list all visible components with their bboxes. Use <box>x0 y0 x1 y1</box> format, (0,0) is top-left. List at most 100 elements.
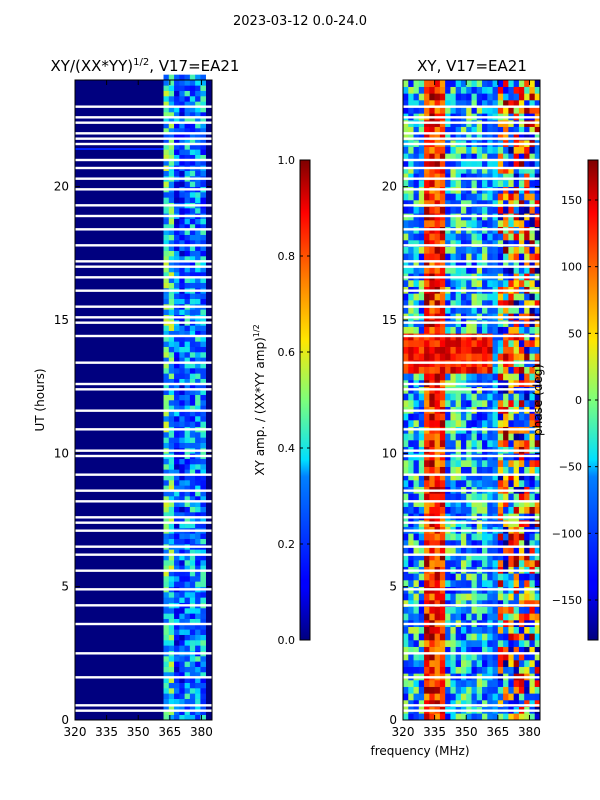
amp-cell <box>179 416 185 422</box>
phase-cell <box>503 206 509 214</box>
amp-cell <box>163 437 170 443</box>
phase-cell <box>413 433 420 441</box>
colorbar-tick-label: 0.8 <box>278 250 296 263</box>
amp-cell <box>189 106 196 113</box>
phase-cell <box>460 480 467 487</box>
phase-cell <box>439 540 446 547</box>
phase-cell <box>482 433 488 441</box>
phase-cell <box>439 506 446 514</box>
phase-cell <box>460 366 467 374</box>
amp-cell <box>168 640 175 646</box>
phase-cell <box>445 106 451 114</box>
phase-cell <box>476 666 483 674</box>
phase-cell <box>529 346 536 354</box>
phase-cell <box>439 100 446 107</box>
amp-cell <box>168 549 175 555</box>
phase-cell <box>408 126 414 134</box>
phase-cell <box>524 326 530 334</box>
phase-cell <box>418 326 425 334</box>
phase-cell <box>529 253 536 261</box>
phase-cell <box>534 246 541 254</box>
phase-cell <box>476 246 483 254</box>
amp-cell <box>163 432 170 438</box>
amp-cell <box>179 336 185 342</box>
phase-cell <box>418 306 425 314</box>
amp-cell <box>168 362 175 369</box>
phase-cell <box>476 193 483 201</box>
amp-cell <box>195 389 201 395</box>
phase-cell <box>524 153 530 161</box>
phase-cell <box>455 366 462 374</box>
amp-cell <box>168 517 175 523</box>
amp-cell <box>200 554 206 561</box>
flagged-row <box>403 553 540 556</box>
flagged-row <box>75 428 212 431</box>
amp-cell <box>189 554 196 561</box>
phase-cell <box>434 193 441 201</box>
phase-cell <box>534 80 541 87</box>
x-tick-label: 365 <box>158 725 181 739</box>
amp-cell <box>200 485 206 491</box>
amp-cell <box>174 282 180 289</box>
phase-cell <box>429 100 435 107</box>
phase-cell <box>508 500 514 507</box>
phase-cell <box>429 126 435 134</box>
phase-cell <box>403 233 409 241</box>
phase-cell <box>476 126 483 134</box>
phase-cell <box>460 253 467 261</box>
phase-cell <box>487 400 493 407</box>
phase-cell <box>439 86 446 94</box>
phase-cell <box>487 393 493 401</box>
phase-frame <box>402 79 541 721</box>
phase-cell <box>403 400 409 407</box>
phase-cell <box>487 553 493 561</box>
flagged-row <box>403 228 540 231</box>
amp-cell <box>174 144 180 150</box>
amp-cell <box>168 74 175 81</box>
amp-cell <box>168 197 175 203</box>
phase-cell <box>471 220 478 227</box>
phase-cell <box>424 246 430 254</box>
amp-cell <box>189 144 196 150</box>
phase-cell <box>424 613 430 621</box>
phase-cell <box>466 233 472 241</box>
phase-cell <box>450 180 456 187</box>
phase-cell <box>518 460 525 467</box>
phase-cell <box>534 660 541 667</box>
amp-cell <box>189 682 196 689</box>
amp-cell <box>200 656 206 662</box>
amp-cell <box>195 666 201 673</box>
phase-cell <box>482 193 488 201</box>
phase-cell <box>408 466 414 474</box>
phase-cell <box>418 560 425 567</box>
amp-cell <box>189 485 196 491</box>
phase-cell <box>492 593 499 601</box>
phase-cell <box>424 640 430 647</box>
phase-cell <box>434 433 441 441</box>
amp-cell <box>163 576 170 582</box>
phase-cell <box>476 646 483 654</box>
phase-cell <box>450 413 456 421</box>
amp-cell <box>184 469 191 475</box>
phase-cell <box>434 106 441 114</box>
phase-cell <box>460 306 467 314</box>
amp-cell <box>195 373 201 379</box>
amp-cell <box>184 138 191 145</box>
amp-cell <box>168 234 175 241</box>
phase-cell <box>445 100 451 107</box>
flagged-row <box>75 105 212 108</box>
phase-cell <box>450 173 456 181</box>
amp-cell <box>168 522 175 529</box>
amp-cell <box>200 538 206 545</box>
amp-cell <box>163 554 170 561</box>
amp-cell <box>200 714 206 721</box>
amp-cell <box>163 197 170 203</box>
phase-cell <box>439 466 446 474</box>
amp-cell <box>174 693 180 699</box>
phase-cell <box>418 200 425 207</box>
phase-cell <box>503 500 509 507</box>
amp-cell <box>174 373 180 379</box>
phase-cell <box>471 106 478 114</box>
amp-cell <box>179 570 185 577</box>
colorbar-tick-label: 50 <box>568 327 582 340</box>
